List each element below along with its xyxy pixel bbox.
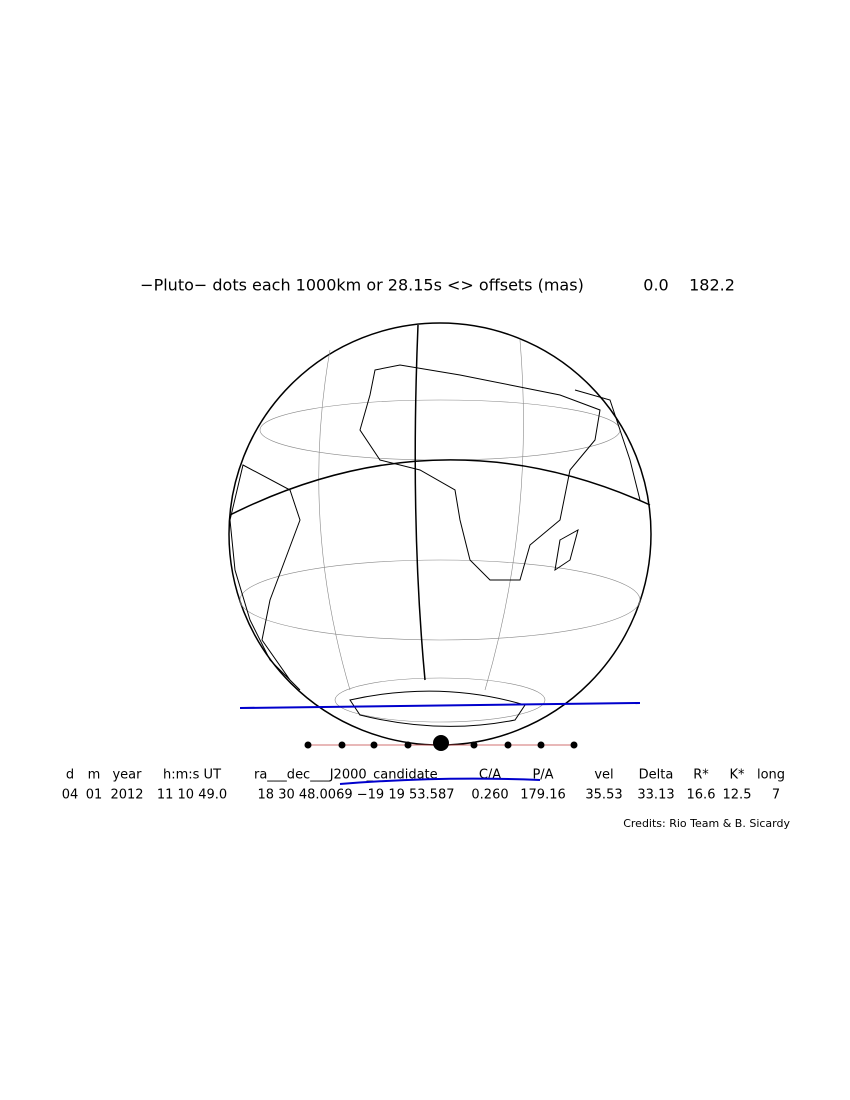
column-header: m	[88, 768, 101, 783]
underline	[339, 777, 541, 785]
credits: Credits: Rio Team & B. Sicardy	[623, 817, 790, 830]
column-header: d	[66, 768, 74, 783]
shadow-path	[239, 702, 641, 709]
cell: 01	[86, 788, 103, 803]
column-header: C/A	[479, 768, 501, 783]
cell: 18 30 48.0069 −19 19 53.587	[258, 788, 455, 803]
table-values: 04 01 2012 11 10 49.0 18 30 48.0069 −19 …	[62, 788, 780, 803]
cell: 33.13	[637, 788, 674, 803]
column-header: year	[112, 768, 142, 783]
cell: 0.260	[471, 788, 508, 803]
globe	[228, 322, 652, 746]
cell: 12.5	[723, 788, 752, 803]
cell: 35.53	[585, 788, 622, 803]
column-header: long	[757, 768, 785, 783]
column-header: K*	[729, 768, 745, 783]
cell: 7	[772, 788, 780, 803]
cell: 16.6	[687, 788, 716, 803]
column-header: ra___dec___J2000_candidate	[254, 768, 438, 783]
cell: 2012	[110, 788, 143, 803]
path-dots	[304, 735, 578, 751]
title: −Pluto− dots each 1000km or 28.15s <> of…	[140, 276, 584, 295]
cell: 11 10 49.0	[157, 788, 227, 803]
cell: 04	[62, 788, 79, 803]
cell: 179.16	[520, 788, 566, 803]
column-header: h:m:s UT	[163, 768, 221, 783]
column-header: vel	[594, 768, 613, 783]
column-header: R*	[693, 768, 709, 783]
offset-x: 0.0	[643, 276, 668, 295]
offset-y: 182.2	[689, 276, 735, 295]
column-header: Delta	[639, 768, 674, 783]
table-header: d m year h:m:s UT ra___dec___J2000_candi…	[66, 768, 785, 783]
column-header: P/A	[532, 768, 553, 783]
